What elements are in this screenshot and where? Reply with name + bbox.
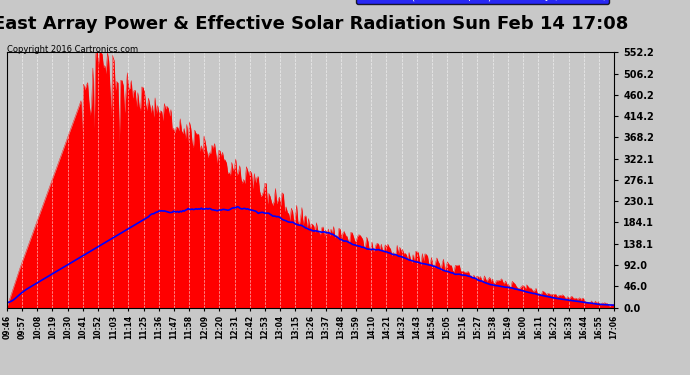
Text: East Array Power & Effective Solar Radiation Sun Feb 14 17:08: East Array Power & Effective Solar Radia…: [0, 15, 628, 33]
Text: Copyright 2016 Cartronics.com: Copyright 2016 Cartronics.com: [7, 45, 138, 54]
Legend: Radiation (Effective w/m2), East Array (DC Watts): Radiation (Effective w/m2), East Array (…: [356, 0, 609, 4]
